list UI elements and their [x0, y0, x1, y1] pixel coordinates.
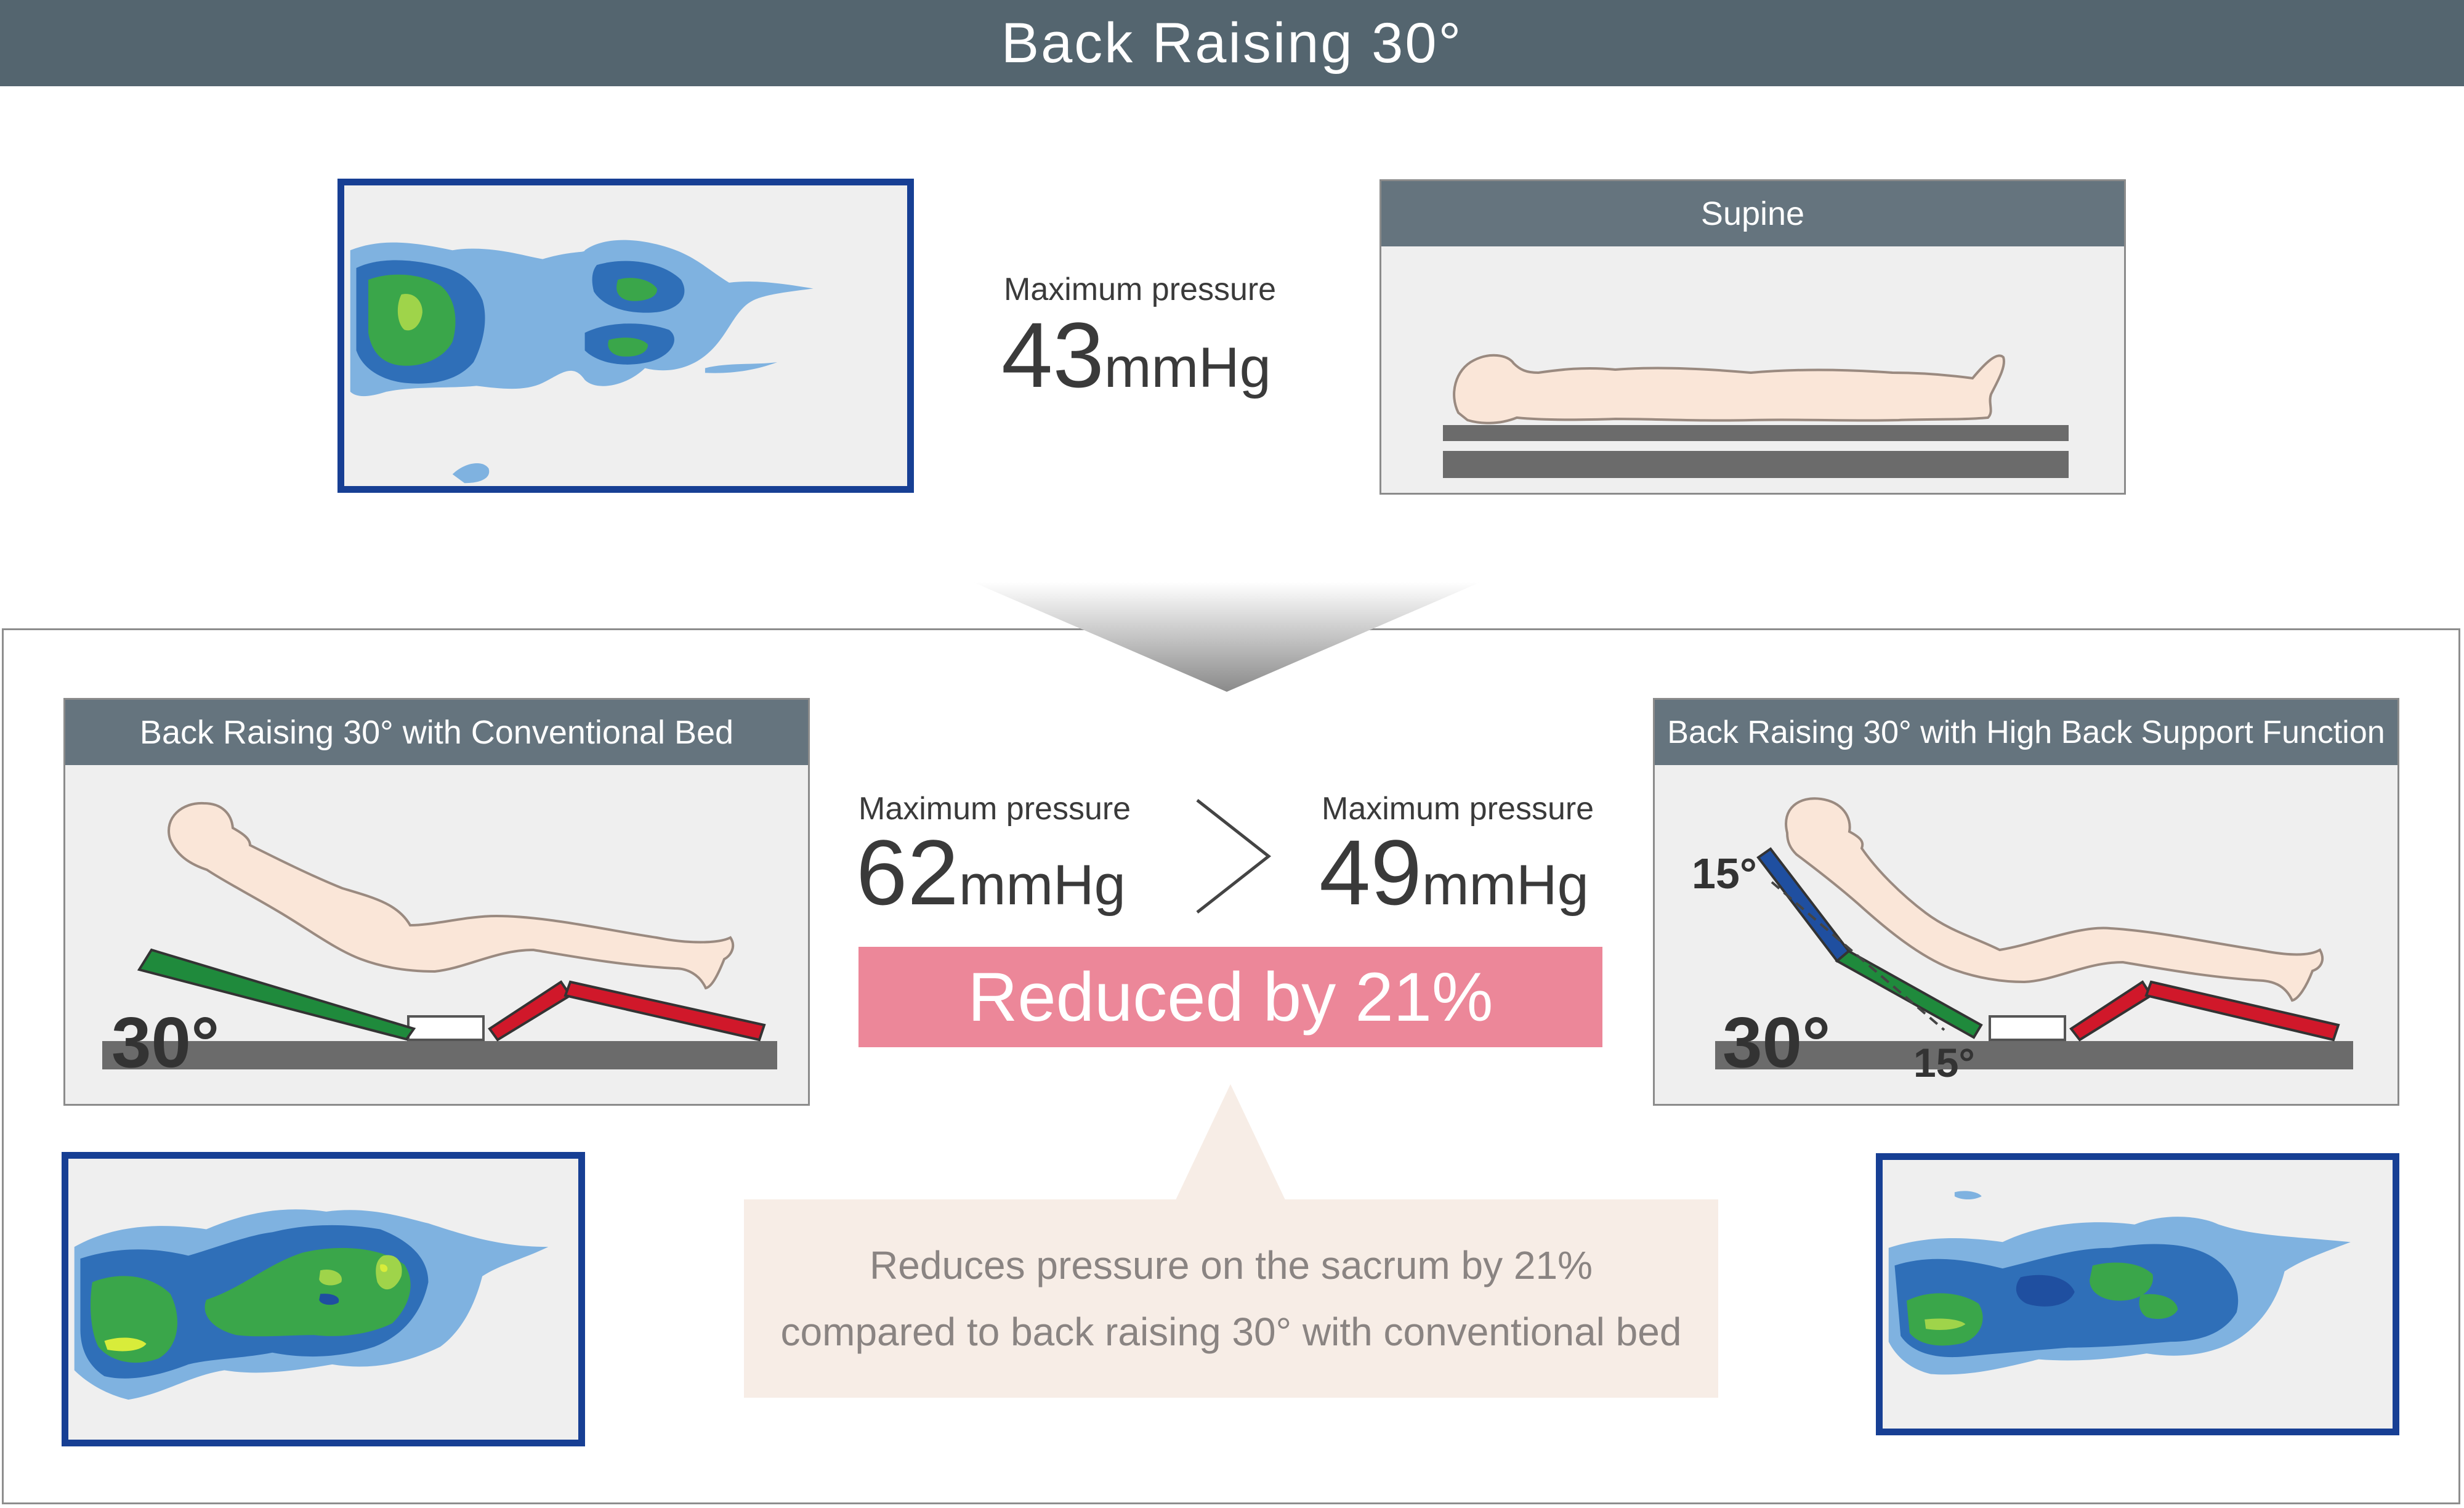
supine-panel-title: Supine	[1381, 181, 2124, 246]
supine-body-figure	[1453, 354, 2005, 424]
high-back-pressure-readout: 49mmHg	[1319, 819, 1589, 926]
supine-bed-base	[1443, 451, 2069, 478]
reduction-banner: Reduced by 21%	[858, 947, 1602, 1047]
conventional-back-section	[137, 948, 416, 1041]
conventional-angle-label: 30°	[111, 1002, 219, 1082]
note-pointer	[1175, 1084, 1286, 1201]
title-bar	[0, 0, 2464, 86]
conventional-bed-base	[102, 1041, 777, 1069]
conventional-body-figure	[168, 801, 735, 990]
down-arrow-overlay	[973, 582, 1480, 692]
note-line-2: compared to back raising 30° with conven…	[780, 1310, 1682, 1354]
supine-pressure-readout: 43mmHg	[1001, 302, 1271, 408]
high-back-lower-angle: 15°	[1913, 1040, 1975, 1085]
supine-pressure-map	[337, 179, 914, 493]
high-back-upper-angle: 15°	[1692, 849, 1757, 898]
conventional-pressure-readout: 62mmHg	[856, 819, 1126, 926]
conventional-panel: Back Raising 30° with Conventional Bed 3…	[63, 698, 810, 1106]
supine-pressure-label: Maximum pressure	[1004, 272, 1277, 307]
note-line-1: Reduces pressure on the sacrum by 21%	[870, 1243, 1593, 1287]
conventional-thigh-section	[488, 980, 572, 1042]
high-back-leg-section	[2144, 980, 2340, 1042]
supine-pressure-unit: mmHg	[1104, 336, 1271, 399]
conventional-illustration: 30°	[102, 801, 777, 1082]
supine-pressure-value: 43	[1001, 303, 1104, 407]
comparison-chevron	[1196, 799, 1272, 914]
note-text: Reduces pressure on the sacrum by 21% co…	[744, 1232, 1718, 1365]
high-back-thigh-section	[2069, 980, 2153, 1042]
high-back-main-angle: 30°	[1723, 1002, 1830, 1082]
high-back-illustration: 15° 30° 15°	[1692, 797, 2353, 1085]
high-back-back-section	[1835, 949, 1983, 1039]
high-back-panel: Back Raising 30° with High Back Support …	[1653, 698, 2399, 1106]
supine-illustration	[1443, 354, 2069, 478]
high-back-panel-title: Back Raising 30° with High Back Support …	[1655, 700, 2397, 765]
supine-panel: Supine	[1379, 179, 2126, 495]
conventional-center-gap	[407, 1015, 485, 1041]
conventional-leg-section	[563, 980, 766, 1042]
conventional-pressure-value: 62	[856, 821, 959, 924]
high-back-body-figure	[1785, 797, 2324, 1002]
note-box	[744, 1199, 1718, 1398]
high-back-bed-base	[1715, 1041, 2353, 1069]
high-back-pressure-unit: mmHg	[1421, 854, 1589, 917]
page-title: Back Raising 30°	[1001, 12, 1463, 75]
conventional-pressure-map	[62, 1152, 585, 1446]
high-back-pressure-map	[1876, 1153, 2399, 1435]
conventional-panel-title: Back Raising 30° with Conventional Bed	[65, 700, 808, 765]
high-back-center-gap	[1989, 1015, 2066, 1041]
high-back-pressure-label: Maximum pressure	[1322, 791, 1594, 827]
high-back-guide-line	[1771, 881, 1945, 1031]
conventional-pressure-unit: mmHg	[958, 854, 1126, 917]
high-back-pressure-value: 49	[1319, 821, 1422, 924]
conventional-pressure-label: Maximum pressure	[858, 791, 1131, 827]
supine-mattress-top	[1443, 425, 2069, 441]
